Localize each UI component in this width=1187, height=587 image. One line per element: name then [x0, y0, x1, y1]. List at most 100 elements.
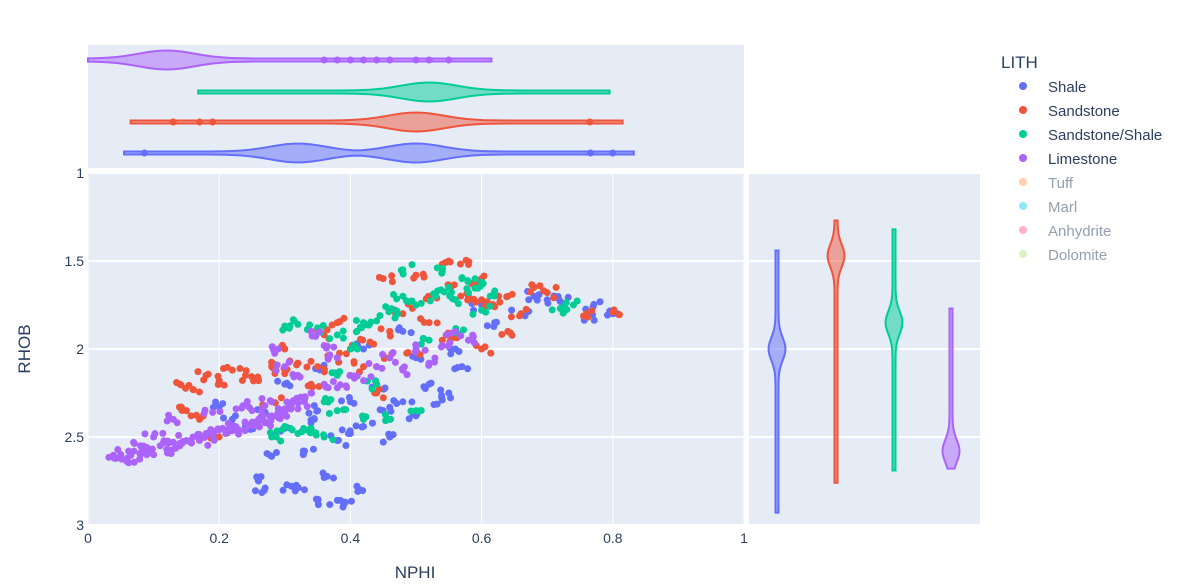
- data-point: [352, 316, 360, 324]
- legend-marker: [1019, 202, 1027, 210]
- data-point: [522, 305, 530, 313]
- data-point: [476, 283, 484, 291]
- data-point: [219, 365, 227, 373]
- data-point: [419, 334, 427, 342]
- data-point: [464, 365, 472, 373]
- data-point: [417, 340, 425, 348]
- data-point: [320, 365, 328, 373]
- data-point: [245, 404, 253, 412]
- scatter-points: [105, 256, 623, 511]
- violin-shape: [123, 142, 635, 164]
- violin-shape: [767, 249, 787, 514]
- legend-item[interactable]: Tuff: [1019, 175, 1074, 192]
- violin-shape: [826, 219, 846, 484]
- data-point: [175, 431, 183, 439]
- legend-item[interactable]: Limestone: [1019, 151, 1117, 168]
- legend[interactable]: LITH Shale Sandstone Sandstone/Shale Limest…: [1001, 53, 1162, 264]
- legend-item[interactable]: Sandstone: [1019, 103, 1120, 120]
- x-tick-label: 0.2: [209, 530, 229, 546]
- data-point: [306, 321, 314, 329]
- outlier-point: [320, 56, 328, 64]
- data-point: [127, 451, 135, 459]
- data-point: [219, 400, 227, 408]
- data-point: [610, 306, 618, 314]
- data-point: [498, 330, 506, 338]
- x-tick-label: 0.8: [603, 530, 623, 546]
- data-point: [562, 298, 570, 306]
- data-point: [483, 322, 491, 330]
- legend-marker: [1019, 226, 1027, 234]
- data-point: [117, 451, 125, 459]
- data-point: [373, 363, 381, 371]
- data-point: [352, 344, 360, 352]
- data-point: [258, 395, 266, 403]
- legend-item[interactable]: Sandstone/Shale: [1019, 127, 1162, 144]
- data-point: [314, 496, 322, 504]
- legend-item[interactable]: Marl: [1019, 199, 1077, 216]
- y-tick-label: 1: [76, 165, 84, 181]
- data-point: [248, 418, 256, 426]
- data-point: [336, 368, 344, 376]
- data-point: [308, 389, 316, 397]
- data-point: [373, 317, 381, 325]
- data-point: [261, 402, 269, 410]
- data-point: [596, 298, 604, 306]
- outlier-point: [586, 149, 594, 157]
- data-point: [508, 290, 516, 298]
- data-point: [508, 331, 516, 339]
- data-point: [320, 431, 328, 439]
- data-point: [460, 326, 468, 334]
- data-point: [314, 501, 322, 509]
- data-point: [249, 377, 257, 385]
- data-point: [375, 273, 383, 281]
- data-point: [603, 311, 611, 319]
- data-point: [448, 329, 456, 337]
- data-point: [379, 350, 387, 358]
- violin-shape: [197, 81, 611, 103]
- data-point: [442, 258, 450, 266]
- data-point: [503, 293, 511, 301]
- data-point: [323, 342, 331, 350]
- data-point: [615, 311, 623, 319]
- data-point: [386, 354, 394, 362]
- data-point: [219, 424, 227, 432]
- right-violin: [941, 307, 961, 470]
- data-point: [386, 332, 394, 340]
- data-point: [590, 316, 598, 324]
- legend-item[interactable]: Dolomite: [1019, 247, 1107, 264]
- data-point: [381, 384, 389, 392]
- outlier-point: [445, 56, 453, 64]
- data-point: [365, 359, 373, 367]
- legend-item[interactable]: Anhydrite: [1019, 223, 1111, 240]
- data-point: [141, 430, 149, 438]
- data-point: [433, 264, 441, 272]
- data-point: [204, 441, 212, 449]
- data-point: [421, 346, 429, 354]
- legend-item[interactable]: Shale: [1019, 79, 1086, 96]
- data-point: [255, 423, 263, 431]
- data-point: [182, 384, 190, 392]
- data-point: [329, 474, 337, 482]
- data-point: [584, 313, 592, 321]
- data-point: [194, 368, 202, 376]
- data-point: [377, 325, 385, 333]
- data-point: [464, 296, 472, 304]
- data-point: [289, 316, 297, 324]
- data-point: [328, 321, 336, 329]
- outlier-point: [586, 118, 594, 126]
- data-point: [337, 397, 345, 405]
- y-tick-label: 3: [76, 517, 84, 533]
- data-point: [492, 318, 500, 326]
- data-point: [187, 412, 195, 420]
- data-point: [496, 298, 504, 306]
- data-point: [319, 322, 327, 330]
- data-point: [486, 302, 494, 310]
- data-point: [257, 407, 265, 415]
- data-point: [187, 439, 195, 447]
- data-point: [258, 489, 266, 497]
- data-point: [430, 358, 438, 366]
- data-point: [516, 312, 524, 320]
- data-point: [236, 364, 244, 372]
- data-point: [208, 427, 216, 435]
- data-point: [425, 361, 433, 369]
